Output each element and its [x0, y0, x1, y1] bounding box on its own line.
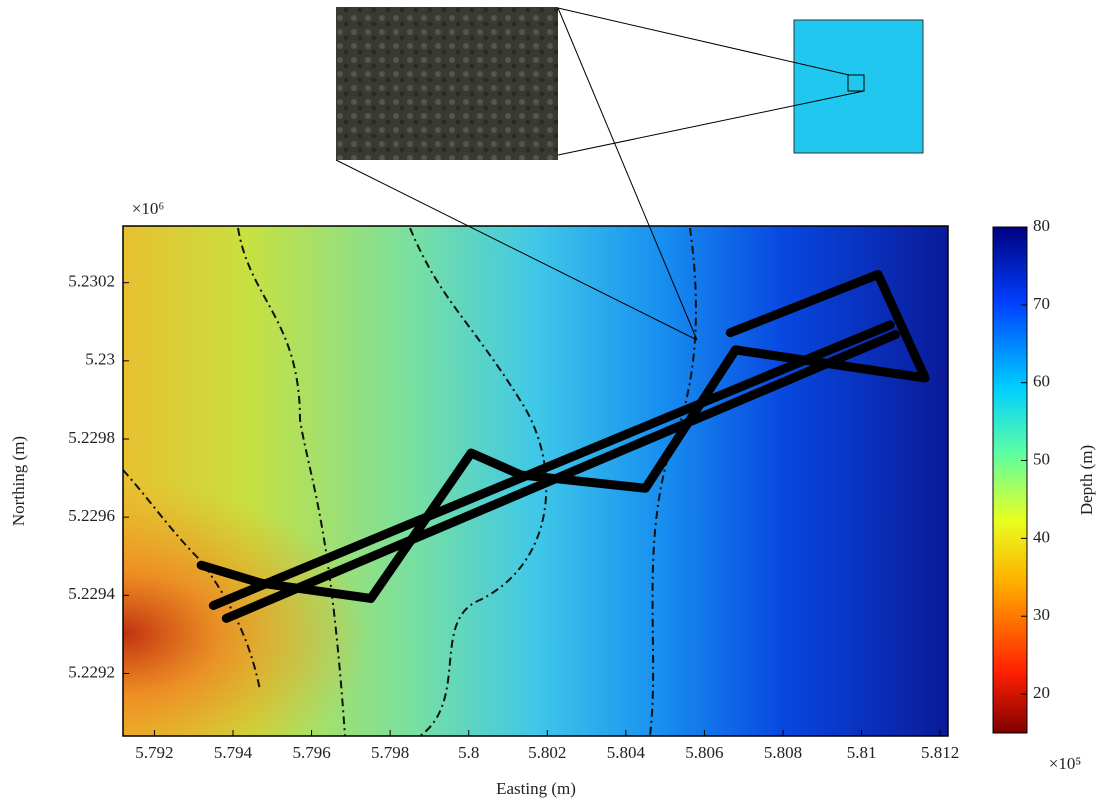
colorbar — [993, 227, 1027, 733]
colorbar-tick-label: 60 — [1033, 372, 1050, 391]
x-tick-label: 5.796 — [292, 743, 330, 762]
chart: Easting (m) Northing (m) ×10⁵ ×10⁶ Depth… — [0, 0, 1101, 803]
y-tick-label: 5.2292 — [68, 662, 115, 681]
x-offset-label: ×10⁵ — [1049, 754, 1082, 773]
y-tick-label: 5.23 — [85, 350, 115, 369]
y-offset-label: ×10⁶ — [132, 199, 165, 218]
x-tick-label: 5.802 — [528, 743, 566, 762]
y-axis-label: Northing (m) — [9, 436, 28, 526]
colorbar-tick-label: 50 — [1033, 449, 1050, 468]
x-axis-label: Easting (m) — [496, 779, 576, 798]
y-tick-label: 5.2302 — [68, 272, 115, 291]
x-tick-label: 5.798 — [371, 743, 409, 762]
y-tick-label: 5.2296 — [68, 506, 115, 525]
colorbar-tick-label: 30 — [1033, 605, 1050, 624]
colorbar-tick-label: 20 — [1033, 683, 1050, 702]
x-tick-label: 5.81 — [847, 743, 877, 762]
inset-photo — [336, 7, 558, 160]
colorbar-tick-label: 70 — [1033, 294, 1050, 313]
colorbar-label: Depth (m) — [1077, 445, 1096, 515]
x-tick-label: 5.792 — [135, 743, 173, 762]
y-tick-label: 5.2298 — [68, 428, 115, 447]
x-tick-label: 5.808 — [764, 743, 802, 762]
colorbar-tick-label: 80 — [1033, 216, 1050, 235]
y-tick-label: 5.2294 — [68, 584, 115, 603]
x-tick-label: 5.8 — [458, 743, 479, 762]
inset-zoom — [794, 20, 923, 153]
colorbar-tick-label: 40 — [1033, 527, 1050, 546]
x-tick-label: 5.804 — [607, 743, 646, 762]
x-tick-label: 5.812 — [921, 743, 959, 762]
x-tick-label: 5.806 — [685, 743, 723, 762]
x-tick-label: 5.794 — [214, 743, 253, 762]
